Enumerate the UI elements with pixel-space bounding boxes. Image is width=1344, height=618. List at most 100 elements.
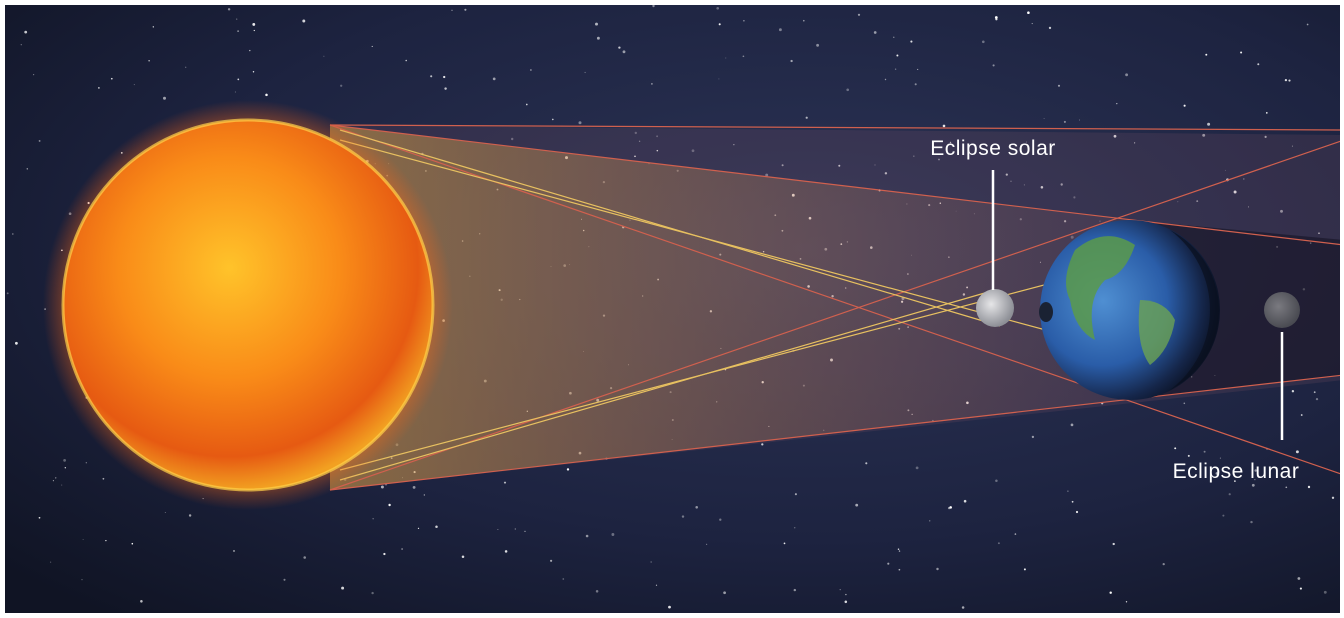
star [237, 30, 239, 32]
star [1301, 414, 1303, 416]
star [1027, 11, 1030, 14]
star [1285, 486, 1287, 488]
star [706, 544, 707, 545]
star [265, 94, 268, 97]
star [682, 515, 684, 517]
star [719, 23, 721, 25]
star [1126, 601, 1127, 602]
star [1064, 121, 1066, 123]
star [249, 50, 250, 51]
star [943, 125, 946, 128]
star [998, 542, 1000, 544]
star [1316, 398, 1318, 400]
star [1207, 123, 1210, 126]
star [1109, 591, 1111, 593]
star [1314, 391, 1316, 393]
star [784, 543, 786, 545]
star [55, 477, 56, 478]
star [1072, 501, 1074, 503]
star [341, 587, 344, 590]
star [795, 493, 797, 495]
star [895, 69, 896, 70]
star [254, 30, 255, 31]
star [1285, 79, 1287, 81]
sun [63, 120, 433, 490]
star [858, 14, 860, 16]
star [165, 512, 166, 513]
star [695, 506, 698, 509]
star [233, 550, 234, 551]
star [462, 555, 465, 558]
star [779, 28, 782, 31]
star [874, 31, 877, 34]
star [464, 9, 466, 11]
star [1076, 511, 1078, 513]
star [1240, 51, 1242, 53]
star [253, 71, 254, 72]
star [303, 556, 306, 559]
star [24, 31, 27, 34]
page: Eclipse solar Eclipse lunar (() => { con… [0, 0, 1344, 618]
star [855, 504, 858, 507]
star [383, 553, 385, 555]
star [1204, 451, 1206, 453]
label-solar-eclipse: Eclipse solar [930, 137, 1056, 160]
moon-shadow [1039, 302, 1053, 322]
star [1071, 424, 1074, 427]
star [21, 44, 22, 45]
star [550, 560, 552, 562]
star [252, 23, 255, 26]
star [63, 459, 66, 462]
star [111, 78, 113, 80]
star [656, 585, 657, 586]
star [929, 520, 930, 521]
star [526, 104, 528, 106]
star [723, 591, 726, 594]
star [840, 589, 841, 590]
star [597, 37, 600, 40]
star [302, 20, 305, 23]
moon-solar [976, 289, 1014, 327]
star [651, 83, 653, 85]
star [595, 23, 598, 26]
star [235, 91, 236, 92]
star [189, 514, 191, 516]
star [39, 140, 41, 142]
star [743, 55, 745, 57]
star [381, 486, 384, 489]
star [424, 494, 425, 495]
star [388, 504, 390, 506]
star [794, 527, 795, 528]
star [405, 60, 407, 62]
star [497, 529, 498, 530]
star [1257, 63, 1259, 65]
star [1324, 591, 1327, 594]
star [413, 486, 416, 489]
star [1113, 543, 1115, 545]
star [1252, 484, 1255, 487]
star [651, 562, 652, 563]
star [1163, 563, 1165, 565]
star [743, 20, 745, 22]
star [716, 7, 719, 10]
star [652, 5, 654, 7]
star [982, 40, 985, 43]
star [1044, 118, 1045, 119]
star [1184, 105, 1186, 107]
star [949, 506, 952, 509]
star [1308, 486, 1310, 488]
star [1288, 80, 1290, 82]
star [896, 55, 898, 57]
star [1024, 568, 1026, 570]
star [1184, 403, 1186, 405]
star [371, 592, 373, 594]
star [611, 533, 614, 536]
star [585, 72, 586, 73]
star [7, 292, 9, 294]
star [917, 69, 918, 70]
star [562, 578, 564, 580]
star [1174, 447, 1176, 449]
star [163, 97, 166, 100]
star [623, 50, 626, 53]
label-lunar-eclipse: Eclipse lunar [1173, 460, 1300, 483]
